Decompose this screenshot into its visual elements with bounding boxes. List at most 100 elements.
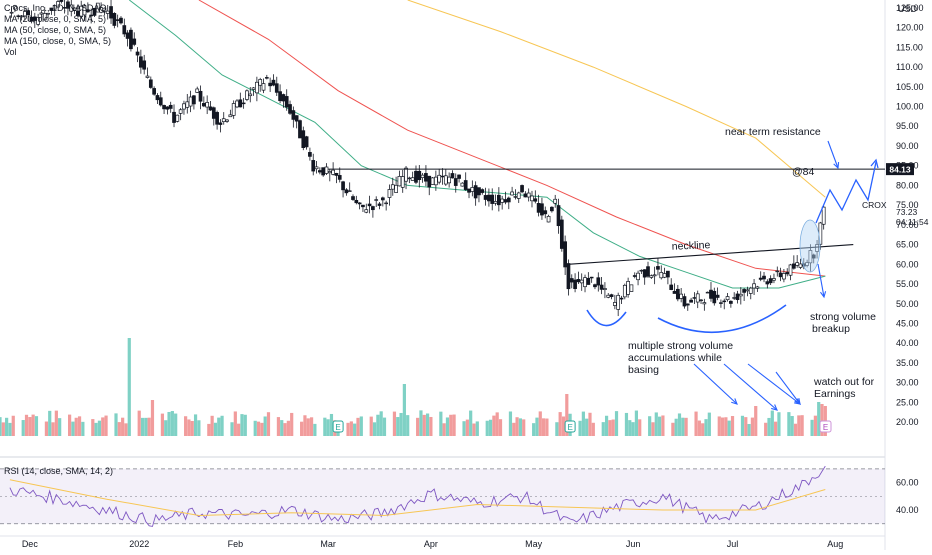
volume-bar — [104, 415, 108, 436]
ma20-legend[interactable]: MA (20, close, 0, SMA, 5) — [4, 14, 107, 24]
candle-down — [268, 82, 272, 87]
candle-down — [371, 206, 375, 211]
candle-up — [662, 273, 667, 278]
candle-down — [361, 204, 365, 208]
candle-up — [748, 287, 753, 294]
candle-up — [9, 11, 14, 14]
candle-down — [520, 185, 524, 193]
candle-down — [288, 104, 292, 114]
volume-bar — [462, 421, 466, 436]
candle-down — [321, 167, 326, 176]
candle-down — [666, 270, 670, 278]
candle-down — [496, 194, 501, 206]
candle-up — [374, 199, 379, 201]
price-tick-label: 110.00 — [896, 62, 923, 72]
candle-up — [228, 114, 233, 118]
candle-up — [500, 198, 505, 203]
ma150-legend[interactable]: MA (150, close, 0, SMA, 5) — [4, 36, 112, 46]
arrow-volume-2-head — [771, 404, 778, 411]
volume-bar — [48, 410, 52, 436]
rsi-band — [0, 468, 885, 524]
projection-path — [815, 161, 877, 224]
rsi-tick-label: 40.00 — [896, 505, 919, 515]
volume-bar — [469, 410, 473, 436]
volume-bar — [144, 417, 148, 436]
candle-up — [652, 274, 657, 277]
candle-up — [13, 5, 17, 10]
volume-bar — [147, 417, 151, 436]
candle-down — [450, 173, 455, 179]
candle-down — [682, 296, 687, 307]
price-tick-label: 75.00 — [896, 200, 919, 210]
candle-up — [447, 176, 451, 184]
candle-up — [314, 166, 319, 170]
candle-up — [526, 192, 531, 198]
volume-bar — [611, 419, 615, 436]
candle-down — [291, 110, 296, 120]
candle-up — [775, 270, 780, 273]
volume-bar — [21, 420, 25, 436]
volume-bar — [256, 421, 261, 436]
time-tick-label: Apr — [424, 539, 438, 549]
time-tick-label: Jun — [626, 539, 641, 549]
candle-down — [550, 206, 554, 212]
candle-up — [437, 174, 442, 183]
candle-down — [155, 95, 160, 101]
volume-bar — [465, 419, 469, 436]
candle-down — [791, 263, 796, 269]
volume-bar — [71, 421, 75, 436]
volume-bar — [681, 417, 685, 436]
volume-bar — [197, 420, 201, 436]
candle-down — [271, 79, 276, 86]
candle-down — [165, 106, 170, 110]
volume-bar — [740, 415, 745, 436]
volume-bar — [813, 415, 817, 436]
candle-up — [613, 302, 617, 306]
candle-up — [182, 103, 186, 110]
earnings-box — [819, 420, 832, 433]
volume-bar — [217, 417, 221, 436]
volume-bar — [425, 413, 430, 436]
candle-down — [729, 300, 733, 304]
volume-bar — [541, 418, 546, 436]
volume-bar — [174, 413, 178, 436]
rsi-line — [9, 465, 826, 527]
candle-down — [675, 288, 680, 300]
candle-up — [579, 279, 584, 284]
candle-up — [102, 7, 107, 12]
volume-bar — [498, 419, 503, 436]
volume-bar — [730, 416, 735, 436]
upcoming-earnings-marker: E — [819, 420, 832, 433]
volume-bar — [565, 394, 569, 436]
volume-bar — [558, 412, 562, 436]
volume-bar — [283, 423, 287, 436]
candle-up — [583, 277, 587, 288]
time-tick-label: Aug — [827, 539, 843, 549]
candle-down — [540, 203, 544, 216]
candle-up — [725, 296, 730, 301]
candle-down — [26, 10, 31, 16]
symbol-title[interactable]: Crocs, Inc., 1D, NASDAQ — [4, 3, 107, 13]
time-tick-label: Jul — [727, 539, 739, 549]
candle-up — [251, 87, 256, 90]
candle-up — [755, 286, 760, 289]
rsi-ma-line — [9, 479, 826, 517]
volume-bar — [429, 416, 433, 436]
candle-up — [430, 177, 435, 185]
candle-down — [576, 279, 581, 283]
volume-bar — [555, 422, 559, 436]
candle-up — [795, 262, 800, 266]
candle-down — [158, 97, 163, 106]
volume-bar — [150, 400, 155, 436]
candle-up — [384, 202, 389, 205]
candle-up — [175, 114, 180, 122]
time-tick-label: Dec — [22, 539, 39, 549]
volume-legend[interactable]: Vol — [4, 47, 17, 57]
price-tick-label: 90.00 — [896, 141, 919, 151]
ma50-legend[interactable]: MA (50, close, 0, SMA, 5) — [4, 25, 107, 35]
volume-bar — [44, 421, 49, 436]
rsi-legend[interactable]: RSI (14, close, SMA, 14, 2) — [4, 466, 114, 476]
volume-bar — [220, 415, 224, 436]
